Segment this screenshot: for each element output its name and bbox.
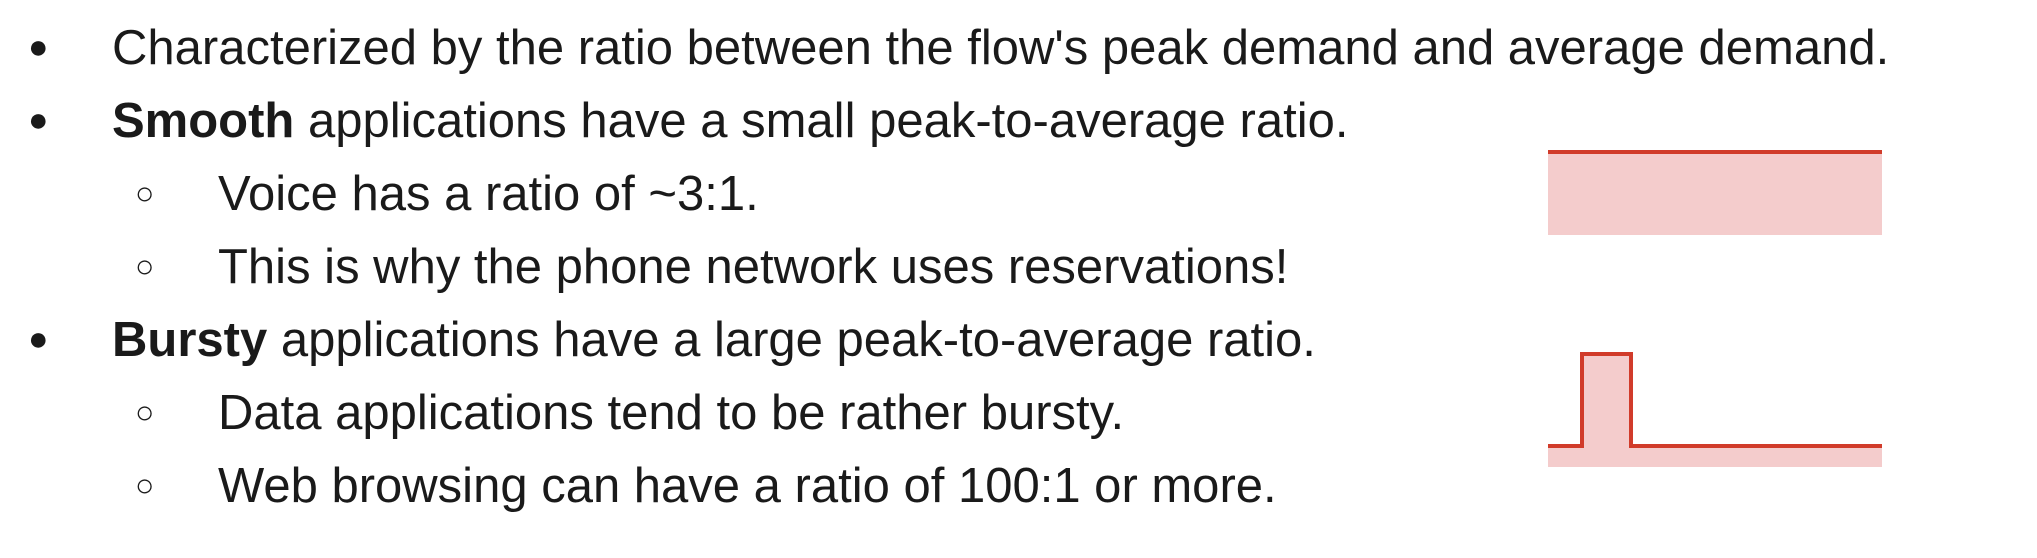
bullet-marker-1: ●	[28, 28, 49, 66]
sub-bullet-text-3: Data applications tend to be rather burs…	[218, 389, 1124, 438]
smooth-fill-area	[1548, 152, 1882, 235]
bullet-marker-2: ●	[28, 101, 49, 139]
bursty-spike-fill	[1582, 354, 1631, 446]
bullet-bold-2: Smooth	[112, 94, 295, 148]
bullet-body-1: Characterized by the ratio between the f…	[112, 21, 1890, 75]
sub-bullet-text-2: This is why the phone network uses reser…	[218, 243, 1288, 292]
sub-bullet-text-1: Voice has a ratio of ~3:1.	[218, 170, 759, 219]
sub-bullet-marker-3: ○	[135, 394, 155, 430]
bullet-body-3: applications have a large peak-to-averag…	[267, 313, 1316, 367]
bullet-text-3: Bursty applications have a large peak-to…	[112, 316, 1316, 365]
smooth-traffic-diagram	[1548, 150, 1882, 235]
sub-bullet-body-1: Voice has a ratio of ~3:1.	[218, 167, 759, 221]
bursty-rate-line	[1548, 352, 1882, 448]
bullet-text-1: Characterized by the ratio between the f…	[112, 24, 1889, 73]
bullet-body-2: applications have a small peak-to-averag…	[294, 94, 1349, 148]
sub-bullet-body-2: This is why the phone network uses reser…	[218, 240, 1289, 294]
sub-bullet-body-3: Data applications tend to be rather burs…	[218, 386, 1125, 440]
bursty-baseline-fill	[1548, 446, 1882, 467]
sub-bullet-marker-4: ○	[135, 467, 155, 503]
sub-bullet-text-4: Web browsing can have a ratio of 100:1 o…	[218, 462, 1277, 511]
bursty-traffic-diagram	[1548, 352, 1882, 467]
sub-bullet-marker-2: ○	[135, 248, 155, 284]
sub-bullet-marker-1: ○	[135, 175, 155, 211]
bullet-bold-3: Bursty	[112, 313, 268, 367]
bullet-marker-3: ●	[28, 320, 49, 358]
bullet-text-2: Smooth applications have a small peak-to…	[112, 97, 1348, 146]
sub-bullet-body-4: Web browsing can have a ratio of 100:1 o…	[218, 459, 1277, 513]
